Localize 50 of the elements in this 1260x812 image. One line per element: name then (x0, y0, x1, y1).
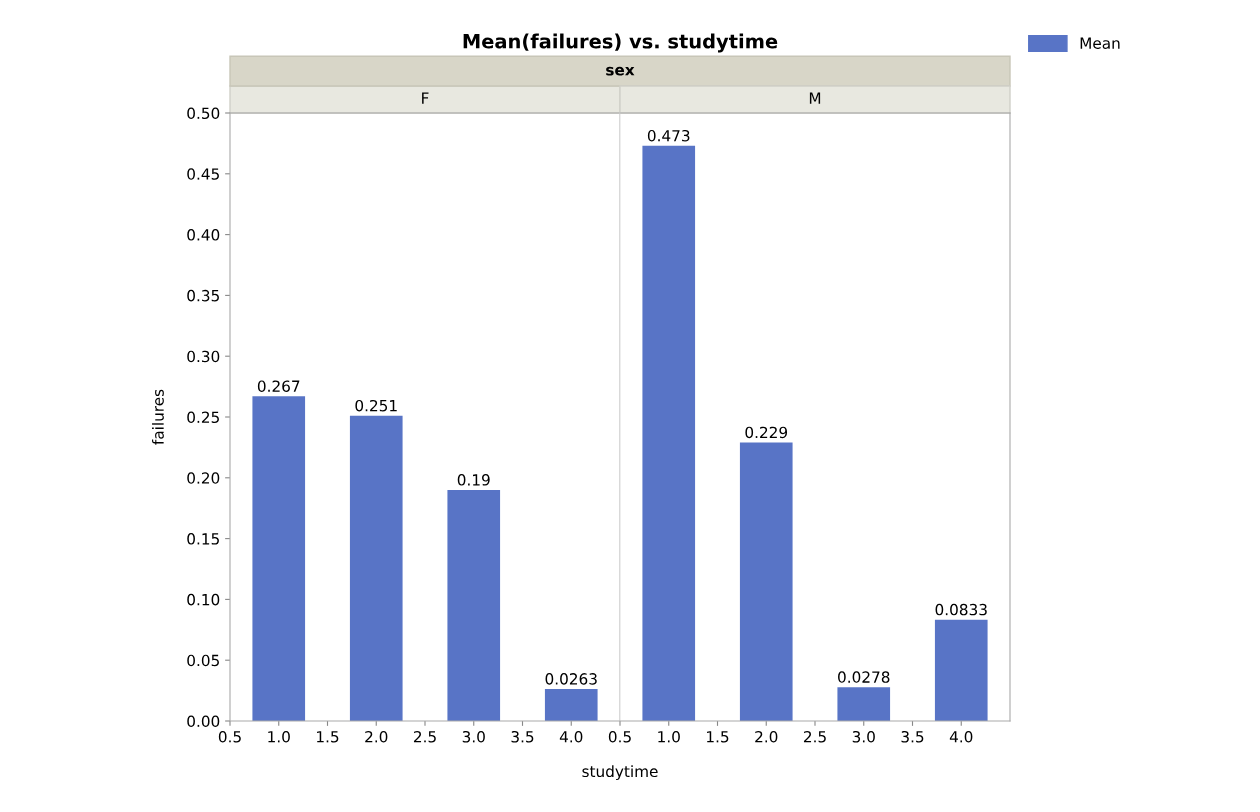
y-tick-label: 0.05 (187, 654, 219, 667)
y-tick-label: 0.40 (187, 229, 220, 241)
x-tick-label: 0.5 (608, 730, 631, 743)
x-axis-title: studytime (582, 765, 658, 781)
bar (642, 145, 696, 721)
y-tick-label: 0.45 (187, 168, 219, 180)
x-tick-label: 2.0 (755, 730, 778, 743)
bar (739, 442, 793, 721)
data-label: 0.229 (745, 426, 788, 439)
x-tick-label: 1.5 (707, 731, 729, 743)
x-tick-label: 4.0 (559, 730, 583, 743)
bar (934, 619, 988, 721)
y-tick-label: 0.20 (187, 472, 220, 484)
y-tick-label: 0.10 (187, 593, 220, 606)
chart-subtitle: F (422, 92, 429, 104)
legend-label: Mean (1080, 37, 1120, 49)
x-tick-label: 3.5 (901, 730, 924, 743)
data-label: 0.19 (457, 474, 490, 486)
x-tick-label: 3.0 (462, 730, 485, 743)
x-tick-label: 1.5 (317, 731, 339, 743)
bar (544, 689, 598, 721)
y-tick-label: 0.30 (187, 350, 220, 363)
chart-title: Mean(failures) vs. studytime (463, 33, 778, 53)
x-tick-label: 1.0 (658, 730, 680, 743)
x-tick-label: 2.5 (803, 730, 826, 743)
x-tick-label: 1.0 (268, 730, 290, 743)
x-tick-label: 2.0 (365, 730, 388, 743)
bar (252, 396, 306, 721)
y-tick-label: 0.50 (187, 107, 220, 120)
x-tick-label: 2.5 (413, 730, 436, 743)
data-label: 0.0263 (545, 673, 597, 685)
x-tick-label: 4.0 (949, 730, 973, 743)
x-tick-label: 3.0 (852, 730, 875, 743)
data-label: 0.0278 (838, 671, 890, 683)
chart-subtitle: M (809, 92, 821, 104)
data-label: 0.0833 (935, 603, 987, 616)
bar (447, 489, 501, 721)
y-axis-title: failures (152, 389, 164, 445)
bar (837, 687, 891, 721)
data-label: 0.251 (355, 399, 397, 412)
text: sex (606, 66, 635, 76)
y-tick-label: 0.15 (187, 533, 219, 545)
x-tick-label: 0.5 (218, 730, 241, 743)
data-label: 0.473 (647, 129, 690, 142)
y-tick-label: 0.25 (187, 411, 219, 424)
x-tick-label: 3.5 (511, 730, 534, 743)
bar (349, 415, 403, 721)
y-tick-label: 0.00 (187, 715, 220, 728)
data-label: 0.267 (257, 380, 300, 392)
y-tick-label: 0.35 (187, 289, 219, 302)
